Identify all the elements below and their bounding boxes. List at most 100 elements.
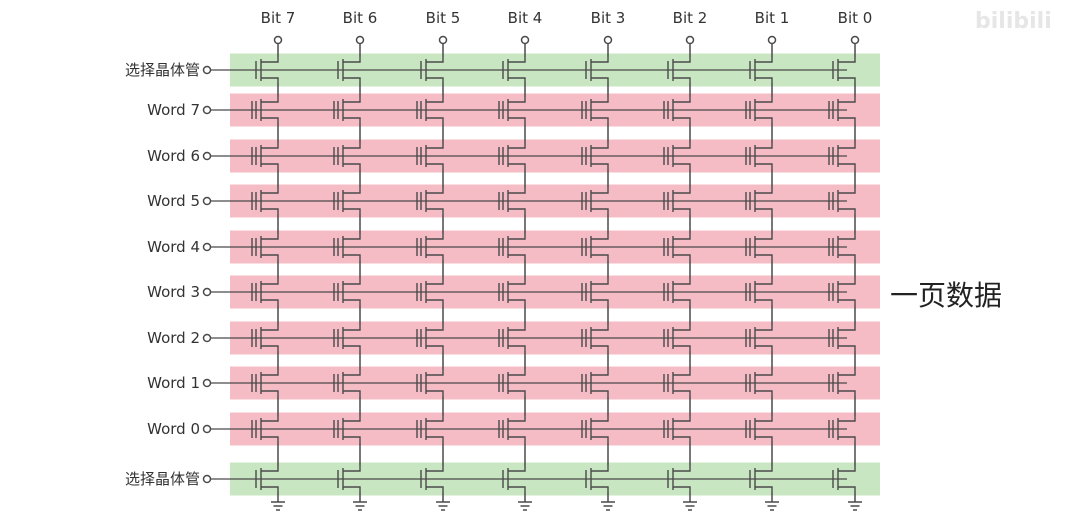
source (343, 436, 361, 442)
memory-cell (745, 97, 773, 123)
source (426, 299, 444, 305)
source (673, 117, 691, 123)
bit-line-terminal (273, 35, 283, 45)
drain (508, 325, 526, 331)
memory-cell (828, 234, 856, 260)
memory-cell (745, 279, 773, 305)
drain (426, 97, 444, 103)
memory-cell (828, 279, 856, 305)
source (426, 77, 444, 83)
watermark-logo: bilibili (975, 9, 1052, 34)
drain (508, 188, 526, 194)
select-transistor (420, 57, 444, 83)
memory-cell (581, 416, 609, 442)
drain (838, 234, 856, 240)
memory-cell (663, 143, 691, 169)
memory-cell (663, 234, 691, 260)
memory-cell (333, 416, 361, 442)
source (591, 436, 609, 442)
source (838, 436, 856, 442)
source (508, 390, 526, 396)
source (755, 208, 773, 214)
bit-line-label: Bit 3 (591, 9, 626, 27)
memory-cell (251, 234, 279, 260)
memory-cell (745, 188, 773, 214)
select-transistor (749, 57, 773, 83)
memory-cell (333, 97, 361, 123)
select-transistor (667, 466, 691, 492)
source (755, 436, 773, 442)
drain (343, 466, 361, 472)
source (343, 77, 361, 83)
source (343, 208, 361, 214)
drain (838, 370, 856, 376)
select-transistor (502, 57, 526, 83)
drain (673, 370, 691, 376)
word-line-label: Word 4 (147, 238, 200, 256)
drain (508, 97, 526, 103)
bit-line-terminal (767, 35, 777, 45)
source (591, 208, 609, 214)
source (508, 163, 526, 169)
memory-cell (828, 416, 856, 442)
drain (343, 325, 361, 331)
drain (755, 188, 773, 194)
word-line-label: Word 6 (147, 147, 200, 165)
source (261, 208, 279, 214)
source (673, 77, 691, 83)
source (426, 390, 444, 396)
source (838, 254, 856, 260)
memory-cell (745, 143, 773, 169)
source (673, 486, 691, 492)
drain (261, 234, 279, 240)
memory-cell (498, 325, 526, 351)
drain (673, 466, 691, 472)
source (838, 77, 856, 83)
source (673, 208, 691, 214)
drain (591, 57, 609, 63)
source (755, 117, 773, 123)
source (755, 486, 773, 492)
row-terminal (202, 65, 212, 75)
source (426, 436, 444, 442)
drain (838, 188, 856, 194)
drain (673, 234, 691, 240)
source (261, 299, 279, 305)
memory-cell (663, 370, 691, 396)
drain (426, 416, 444, 422)
drain (838, 279, 856, 285)
labels: Bit 7 Bit 6 Bit 5 Bit 4 Bit 3 Bit 2 Bit 1 Bit 0… (125, 9, 872, 488)
source (426, 345, 444, 351)
source (755, 390, 773, 396)
bit-line-label: Bit 7 (261, 9, 296, 27)
select-transistor-label: 选择晶体管 (125, 61, 200, 79)
drain (838, 466, 856, 472)
source (508, 117, 526, 123)
source (426, 208, 444, 214)
drain (591, 370, 609, 376)
select-transistor-label: 选择晶体管 (125, 470, 200, 488)
drain (591, 279, 609, 285)
drain (426, 325, 444, 331)
memory-cell (416, 370, 444, 396)
source (591, 390, 609, 396)
drain (426, 370, 444, 376)
source (673, 299, 691, 305)
drain (343, 143, 361, 149)
drain (673, 325, 691, 331)
bit-line-terminal (603, 35, 613, 45)
memory-cell (416, 325, 444, 351)
source (261, 163, 279, 169)
memory-cell (828, 97, 856, 123)
source (261, 345, 279, 351)
source (343, 390, 361, 396)
memory-cell (498, 416, 526, 442)
memory-cell (416, 188, 444, 214)
memory-cell (498, 143, 526, 169)
memory-cell (663, 188, 691, 214)
source (755, 77, 773, 83)
word-line-label: Word 3 (147, 283, 200, 301)
drain (591, 234, 609, 240)
drain (343, 279, 361, 285)
bit-line-label: Bit 5 (426, 9, 461, 27)
